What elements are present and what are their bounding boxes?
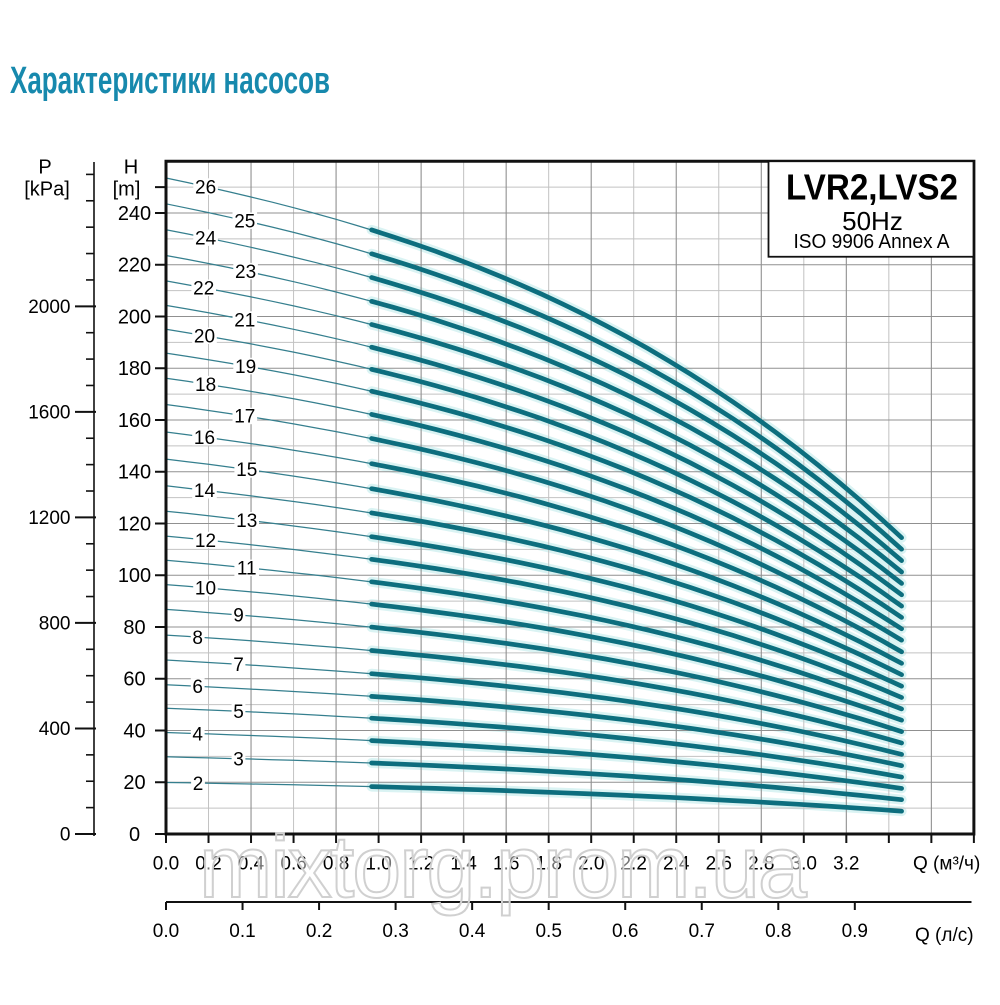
svg-text:12: 12 xyxy=(195,531,216,552)
svg-text:17: 17 xyxy=(234,407,255,428)
svg-text:0.6: 0.6 xyxy=(612,921,638,942)
svg-text:6: 6 xyxy=(192,677,203,698)
svg-text:10: 10 xyxy=(195,579,216,600)
svg-text:4: 4 xyxy=(192,724,203,745)
svg-text:1.6: 1.6 xyxy=(493,854,519,875)
svg-text:180: 180 xyxy=(118,358,151,380)
svg-text:mixtorg.prom.ua: mixtorg.prom.ua xyxy=(199,817,807,916)
svg-text:1.0: 1.0 xyxy=(365,854,391,875)
svg-text:800: 800 xyxy=(39,614,71,635)
svg-text:50Hz: 50Hz xyxy=(842,206,903,236)
svg-text:14: 14 xyxy=(194,481,216,502)
svg-text:0.5: 0.5 xyxy=(535,921,561,942)
svg-text:P: P xyxy=(38,157,51,179)
svg-text:0.8: 0.8 xyxy=(323,854,349,875)
svg-text:1200: 1200 xyxy=(28,508,70,529)
svg-text:15: 15 xyxy=(236,460,257,481)
svg-text:0.8: 0.8 xyxy=(765,921,791,942)
svg-text:1.2: 1.2 xyxy=(408,854,434,875)
svg-text:13: 13 xyxy=(236,511,257,532)
svg-text:[m]: [m] xyxy=(113,179,141,201)
svg-text:240: 240 xyxy=(118,203,151,225)
svg-text:23: 23 xyxy=(235,262,256,283)
svg-text:40: 40 xyxy=(123,720,145,742)
svg-text:2000: 2000 xyxy=(28,297,70,318)
svg-text:60: 60 xyxy=(123,669,145,691)
svg-text:2: 2 xyxy=(193,774,204,795)
svg-text:0.4: 0.4 xyxy=(459,921,486,942)
svg-text:5: 5 xyxy=(233,702,244,723)
svg-text:1.4: 1.4 xyxy=(450,854,477,875)
svg-text:160: 160 xyxy=(118,410,151,432)
svg-text:21: 21 xyxy=(234,310,255,331)
svg-text:8: 8 xyxy=(192,628,203,649)
svg-text:ISO 9906 Annex A: ISO 9906 Annex A xyxy=(794,231,951,253)
svg-text:0.9: 0.9 xyxy=(842,921,868,942)
svg-text:3.2: 3.2 xyxy=(833,854,859,875)
svg-text:7: 7 xyxy=(233,655,244,676)
svg-text:20: 20 xyxy=(194,327,215,348)
svg-text:140: 140 xyxy=(118,462,151,484)
svg-text:0.2: 0.2 xyxy=(306,921,332,942)
svg-text:2.8: 2.8 xyxy=(748,854,774,875)
svg-text:0.6: 0.6 xyxy=(280,854,306,875)
svg-text:120: 120 xyxy=(118,513,151,535)
svg-text:22: 22 xyxy=(193,279,214,300)
svg-text:2.2: 2.2 xyxy=(620,854,646,875)
svg-text:1600: 1600 xyxy=(28,403,70,424)
svg-text:100: 100 xyxy=(118,565,151,587)
svg-text:0: 0 xyxy=(60,825,71,846)
svg-text:16: 16 xyxy=(194,428,215,449)
svg-text:26: 26 xyxy=(195,177,216,198)
svg-text:3: 3 xyxy=(233,750,244,771)
svg-text:0.7: 0.7 xyxy=(689,921,715,942)
svg-text:Q (л/с): Q (л/с) xyxy=(915,925,974,946)
svg-text:2.0: 2.0 xyxy=(578,854,604,875)
svg-text:220: 220 xyxy=(118,255,151,277)
svg-text:Характеристики насосов: Характеристики насосов xyxy=(10,60,330,102)
svg-text:0.3: 0.3 xyxy=(382,921,408,942)
svg-text:80: 80 xyxy=(123,617,145,639)
svg-text:9: 9 xyxy=(233,606,244,627)
svg-text:11: 11 xyxy=(237,559,257,580)
svg-text:2.6: 2.6 xyxy=(706,854,732,875)
svg-text:25: 25 xyxy=(234,212,255,233)
svg-text:0.1: 0.1 xyxy=(229,921,255,942)
svg-text:0.0: 0.0 xyxy=(153,854,179,875)
svg-text:H: H xyxy=(124,157,138,179)
svg-text:0: 0 xyxy=(129,824,140,846)
svg-text:[kPa]: [kPa] xyxy=(24,179,70,201)
svg-text:3.0: 3.0 xyxy=(791,854,817,875)
svg-text:1.8: 1.8 xyxy=(535,854,561,875)
svg-text:2.4: 2.4 xyxy=(663,854,690,875)
svg-text:24: 24 xyxy=(195,228,217,249)
svg-text:19: 19 xyxy=(235,357,256,378)
svg-text:LVR2,LVS2: LVR2,LVS2 xyxy=(786,167,958,208)
svg-text:18: 18 xyxy=(195,375,216,396)
svg-text:Q (м³/ч): Q (м³/ч) xyxy=(913,854,980,875)
svg-text:0.2: 0.2 xyxy=(195,854,221,875)
svg-text:0.4: 0.4 xyxy=(238,854,265,875)
svg-text:20: 20 xyxy=(123,772,145,794)
svg-text:0.0: 0.0 xyxy=(153,921,179,942)
svg-text:400: 400 xyxy=(39,719,71,740)
svg-text:200: 200 xyxy=(118,306,151,328)
